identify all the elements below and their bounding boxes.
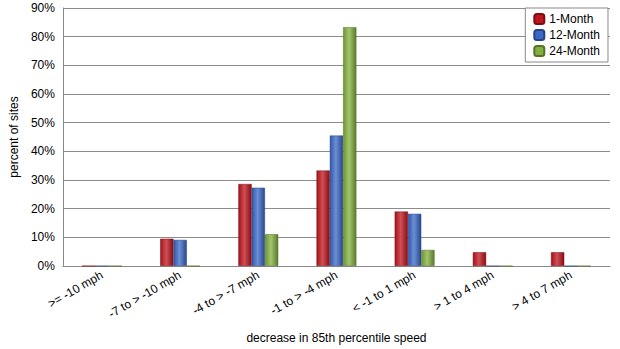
svg-text:10%: 10%: [31, 230, 55, 244]
svg-text:decrease in 85th percentile sp: decrease in 85th percentile speed: [246, 331, 426, 345]
svg-text:80%: 80%: [31, 30, 55, 44]
svg-text:0%: 0%: [38, 259, 56, 273]
svg-text:-1 to > -4 mph: -1 to > -4 mph: [268, 268, 340, 318]
svg-text:< -1 to 1 mph: < -1 to 1 mph: [350, 268, 418, 316]
svg-text:12-Month: 12-Month: [549, 28, 600, 42]
svg-text:24-Month: 24-Month: [549, 44, 600, 58]
svg-text:-4 to > -7 mph: -4 to > -7 mph: [190, 268, 262, 318]
svg-text:50%: 50%: [31, 116, 55, 130]
svg-text:>= -10 mph: >= -10 mph: [45, 268, 105, 311]
svg-text:-7 to > -10 mph: -7 to > -10 mph: [106, 268, 184, 321]
svg-text:30%: 30%: [31, 173, 55, 187]
svg-text:60%: 60%: [31, 87, 55, 101]
svg-text:40%: 40%: [31, 144, 55, 158]
svg-text:> 4 to 7 mph: > 4 to 7 mph: [509, 268, 574, 314]
svg-text:percent of sites: percent of sites: [7, 96, 21, 177]
svg-text:70%: 70%: [31, 58, 55, 72]
svg-text:20%: 20%: [31, 202, 55, 216]
svg-text:90%: 90%: [31, 1, 55, 15]
svg-text:1-Month: 1-Month: [549, 12, 593, 26]
svg-text:> 1 to 4 mph: > 1 to 4 mph: [431, 268, 496, 314]
